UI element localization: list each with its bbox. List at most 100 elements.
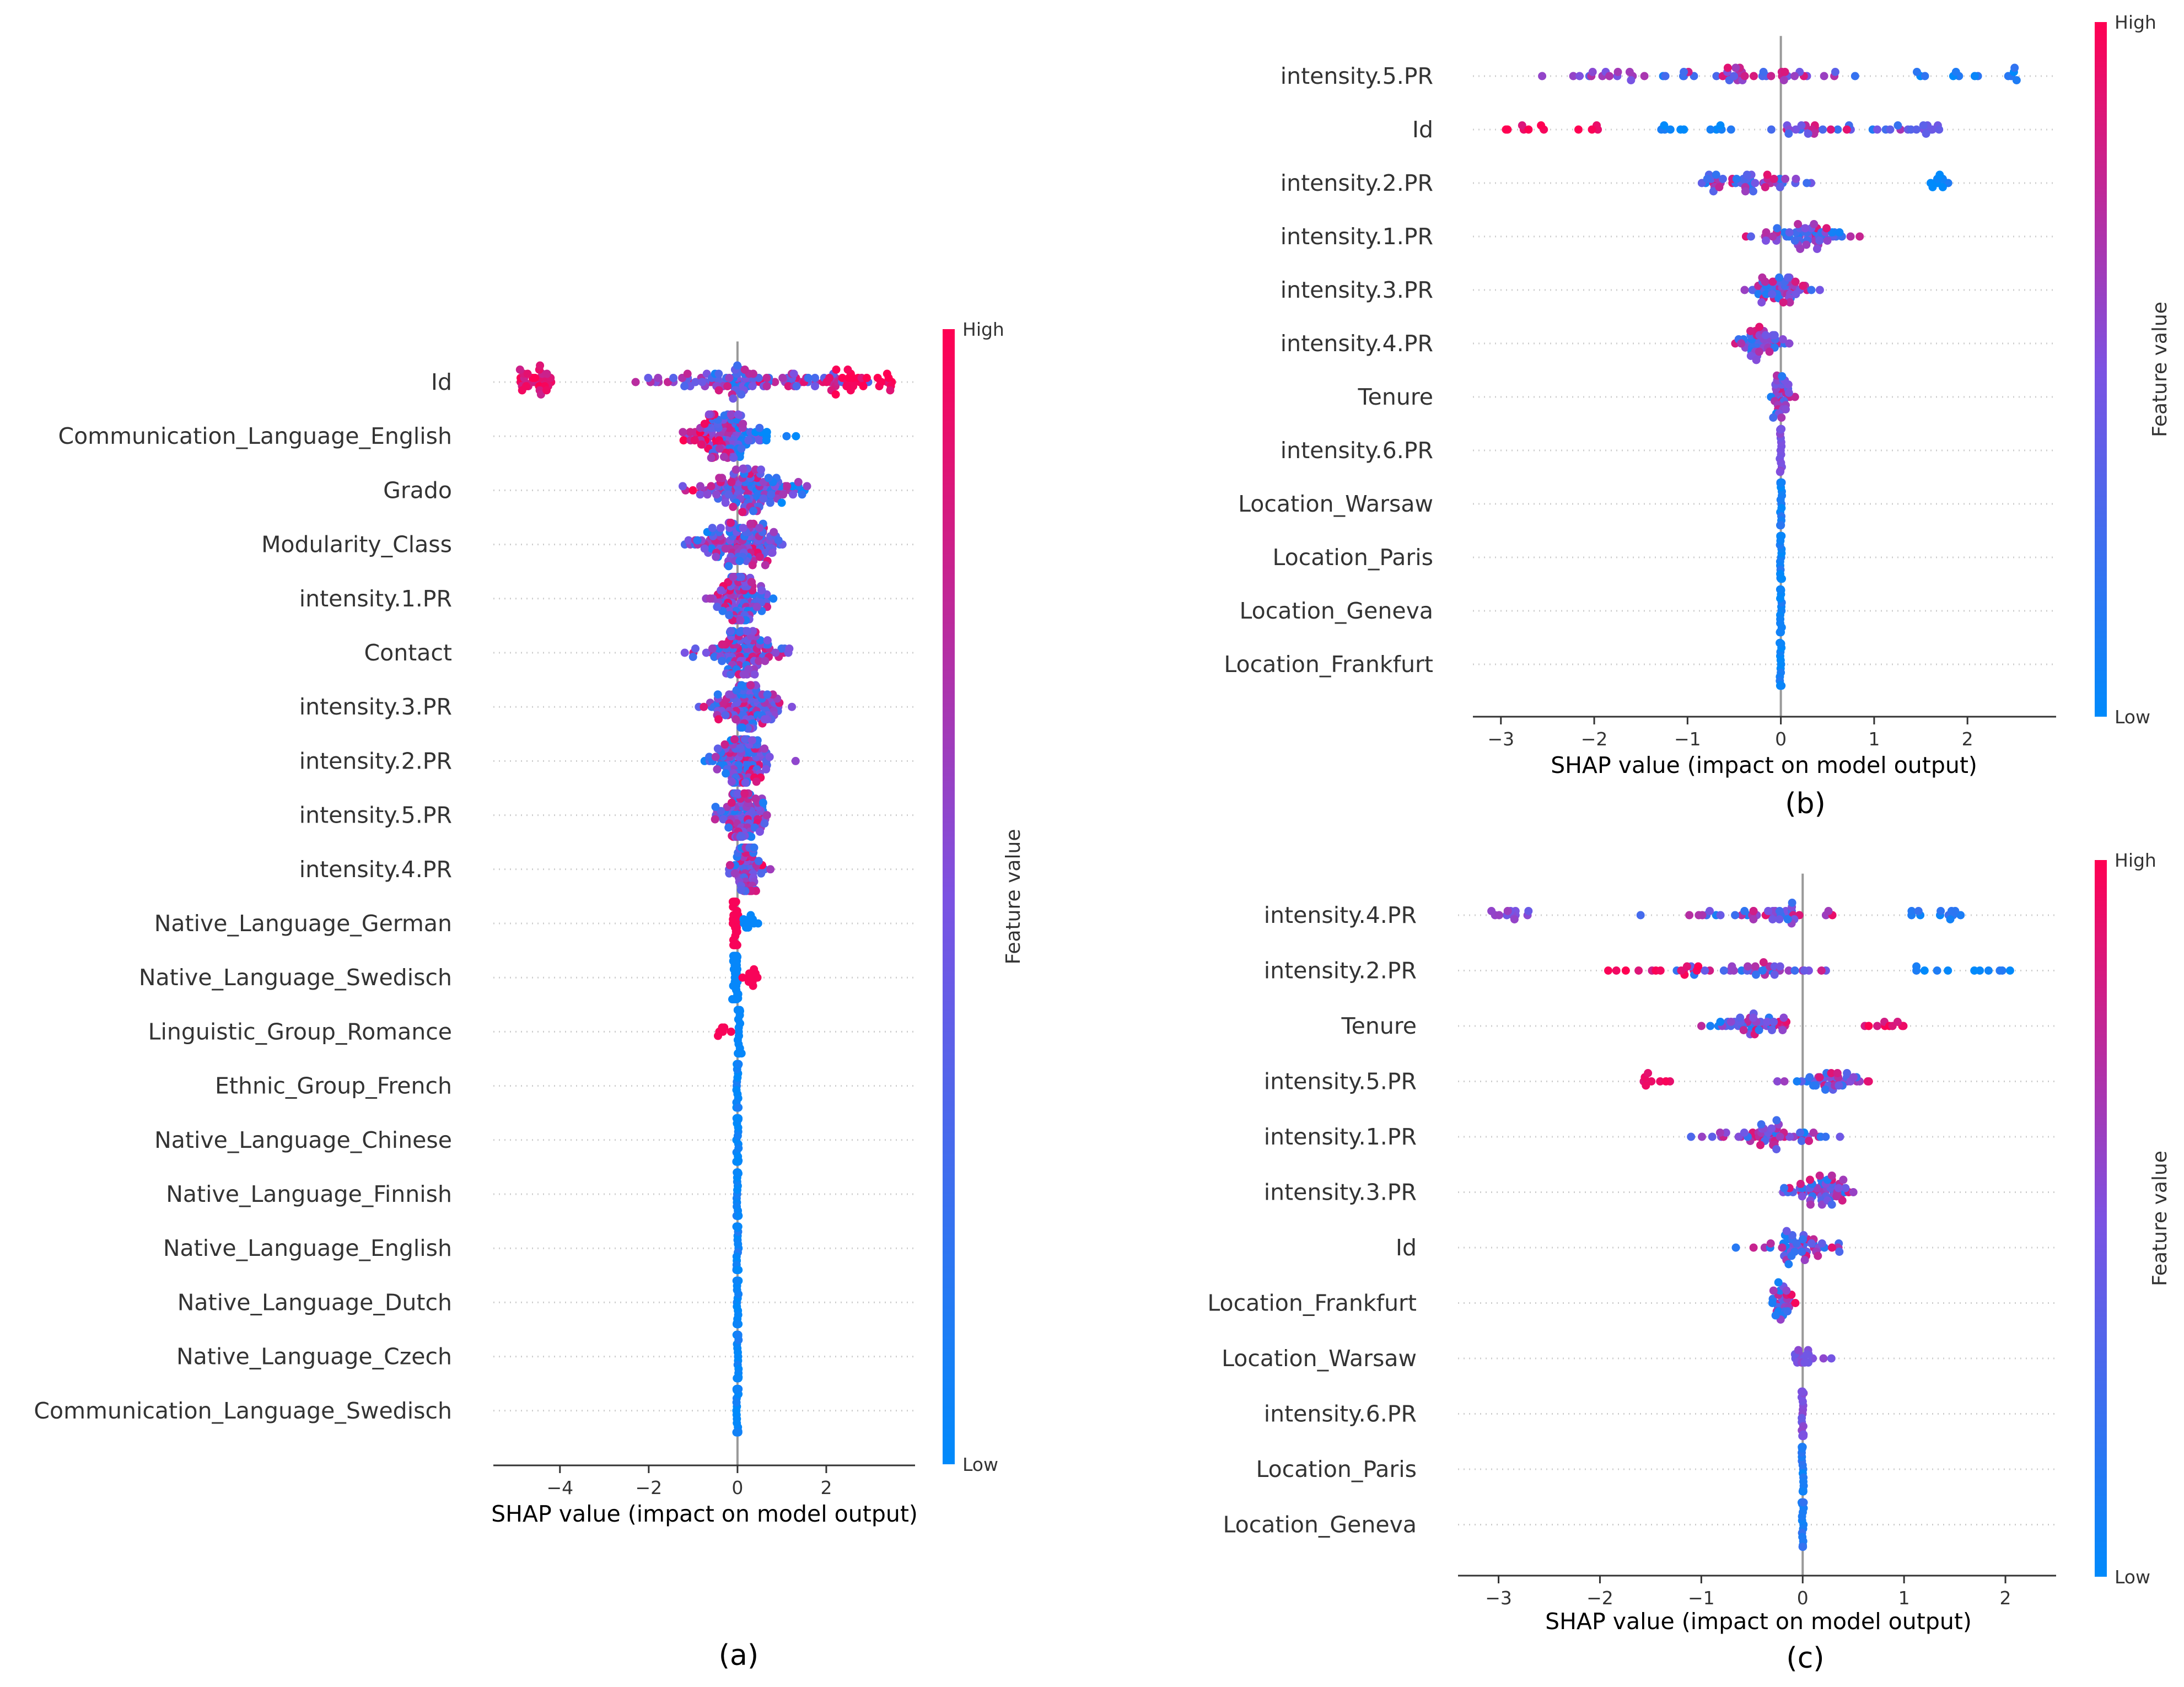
colorbar-high-label: High bbox=[2115, 12, 2156, 33]
shap-point bbox=[739, 915, 748, 923]
shap-point bbox=[1835, 1081, 1843, 1090]
feature-label: Communication_Language_English bbox=[58, 423, 452, 449]
x-tick-label: 0 bbox=[1797, 1587, 1809, 1609]
shap-point bbox=[631, 378, 640, 386]
shap-point bbox=[738, 723, 746, 732]
shap-point bbox=[1757, 1120, 1766, 1129]
shap-point bbox=[523, 369, 532, 378]
feature-points bbox=[1776, 478, 1786, 530]
shap-point bbox=[734, 789, 743, 798]
shap-point bbox=[733, 1385, 741, 1393]
shap-point bbox=[825, 374, 834, 382]
shap-point bbox=[1843, 1069, 1852, 1077]
shap-point bbox=[733, 1276, 741, 1285]
feature-points bbox=[714, 1006, 746, 1058]
shap-point bbox=[717, 586, 725, 595]
shap-point bbox=[804, 374, 813, 382]
shap-point bbox=[1914, 907, 1923, 915]
feature-label: intensity.3.PR bbox=[1281, 277, 1433, 303]
shap-point bbox=[1926, 179, 1935, 187]
shap-point bbox=[729, 394, 738, 403]
shap-point bbox=[1831, 68, 1839, 76]
feature-points bbox=[728, 898, 762, 949]
colorbar-low-label: Low bbox=[2115, 1566, 2150, 1588]
shap-point bbox=[770, 528, 778, 536]
shap-point bbox=[1780, 68, 1789, 76]
panel-c: intensity.4.PR intensity.2.PR Tenure intens… bbox=[1207, 850, 2171, 1675]
shap-point bbox=[760, 819, 769, 828]
shap-point bbox=[1936, 907, 1945, 915]
shap-point bbox=[1769, 413, 1778, 422]
shap-point bbox=[737, 573, 745, 581]
shap-point bbox=[737, 390, 746, 399]
shap-point bbox=[1759, 68, 1768, 76]
shap-point bbox=[1676, 125, 1685, 134]
feature-points bbox=[1487, 899, 1965, 928]
shap-point bbox=[1778, 372, 1787, 380]
shap-point bbox=[722, 769, 730, 778]
shap-point bbox=[791, 756, 800, 765]
shap-point bbox=[711, 815, 719, 824]
shap-point bbox=[1749, 187, 1757, 196]
shap-point bbox=[1782, 405, 1790, 413]
shap-point bbox=[693, 536, 702, 545]
shap-point bbox=[1886, 125, 1895, 134]
shap-point bbox=[1697, 1022, 1706, 1030]
shap-point bbox=[1951, 68, 1960, 76]
shap-point bbox=[1846, 232, 1855, 241]
feature-label: intensity.4.PR bbox=[1281, 330, 1433, 357]
shap-point bbox=[1772, 1145, 1781, 1153]
shap-point bbox=[1764, 907, 1773, 915]
feature-points bbox=[732, 1276, 743, 1329]
shap-point bbox=[1524, 907, 1533, 915]
shap-point bbox=[1873, 1022, 1881, 1030]
shap-point bbox=[862, 374, 871, 382]
shap-point bbox=[756, 828, 764, 836]
shap-point bbox=[1746, 232, 1755, 241]
shap-point bbox=[749, 627, 757, 636]
feature-label: intensity.6.PR bbox=[1264, 1401, 1417, 1427]
shap-point bbox=[1777, 413, 1786, 422]
panel-caption: (b) bbox=[1785, 787, 1826, 820]
shap-point bbox=[763, 690, 772, 699]
shap-point bbox=[700, 544, 709, 553]
shap-point bbox=[1946, 915, 1955, 923]
shap-point bbox=[1757, 298, 1766, 307]
shap-point bbox=[733, 361, 742, 370]
shap-point bbox=[849, 382, 858, 390]
shap-point bbox=[1767, 1124, 1776, 1133]
shap-point bbox=[1777, 521, 1785, 530]
shap-point bbox=[714, 386, 723, 395]
x-tick-label: −2 bbox=[1586, 1587, 1613, 1609]
shap-point bbox=[1776, 468, 1784, 476]
shap-point bbox=[1841, 1184, 1850, 1192]
shap-point bbox=[1768, 1299, 1777, 1307]
feature-points bbox=[1639, 1069, 1873, 1094]
shap-point bbox=[691, 378, 700, 386]
shap-point bbox=[778, 374, 787, 382]
shap-point bbox=[1750, 72, 1758, 80]
shap-point bbox=[1698, 1132, 1706, 1141]
shap-point bbox=[731, 465, 740, 474]
shap-point bbox=[711, 753, 720, 761]
shap-point bbox=[1763, 1018, 1772, 1026]
shap-point bbox=[811, 374, 819, 382]
x-tick-label: 2 bbox=[2000, 1587, 2011, 1609]
shap-point bbox=[789, 369, 798, 378]
shap-point bbox=[710, 653, 719, 661]
colorbar bbox=[2095, 22, 2107, 717]
shap-point bbox=[1919, 121, 1928, 130]
shap-point bbox=[1835, 1248, 1844, 1256]
shap-point bbox=[727, 670, 735, 679]
shap-point bbox=[1723, 63, 1732, 72]
feature-points bbox=[1731, 1227, 1844, 1269]
panel-caption: (c) bbox=[1786, 1642, 1824, 1675]
shap-point bbox=[1822, 224, 1831, 233]
shap-point bbox=[760, 715, 769, 724]
shap-point bbox=[1806, 1200, 1815, 1209]
shap-point bbox=[1827, 1069, 1836, 1077]
shap-point bbox=[760, 744, 769, 753]
colorbar-title: Feature value bbox=[2149, 1151, 2171, 1286]
shap-point bbox=[746, 519, 755, 528]
